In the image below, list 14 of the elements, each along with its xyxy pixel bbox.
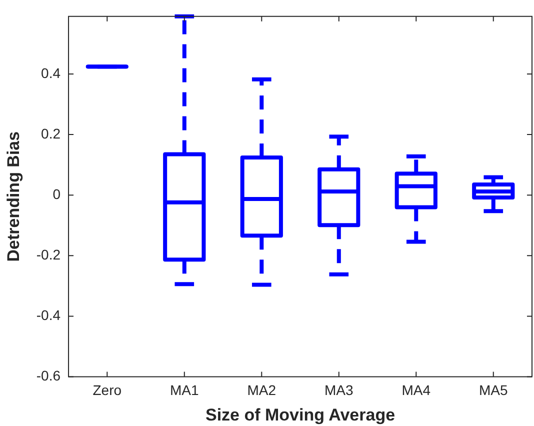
y-axis-title: Detrending Bias <box>4 131 23 262</box>
x-axis-title: Size of Moving Average <box>205 405 396 424</box>
x-tick-label: Zero <box>92 382 122 398</box>
x-tick-label: MA1 <box>170 382 199 398</box>
y-tick-label: 0 <box>52 186 61 202</box>
y-tick-label: -0.6 <box>36 368 61 384</box>
y-tick-label: -0.2 <box>36 246 61 263</box>
y-tick-label: -0.4 <box>36 307 61 324</box>
x-tick-label: MA2 <box>247 382 276 398</box>
x-tick-label: MA4 <box>402 382 431 398</box>
y-tick-label: 0.4 <box>41 64 61 81</box>
y-tick-label: 0.2 <box>41 125 61 142</box>
x-tick-label: MA3 <box>324 382 354 398</box>
x-tick-label: MA5 <box>478 382 508 398</box>
